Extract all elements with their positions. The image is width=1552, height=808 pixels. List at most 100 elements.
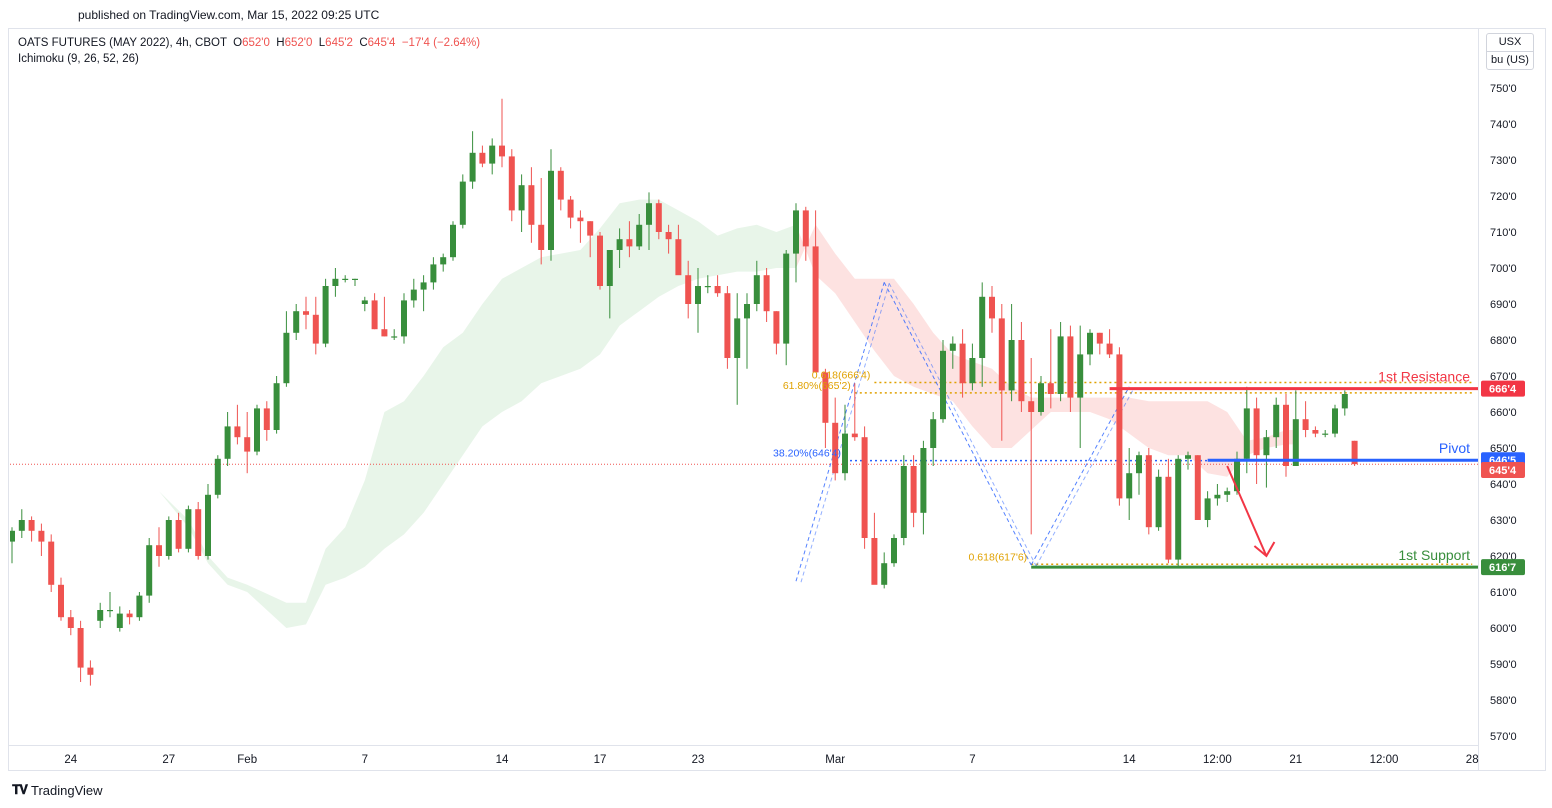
level-label-0: 1st Resistance bbox=[1378, 369, 1470, 385]
chart-frame bbox=[8, 28, 1546, 771]
candle-body-21 bbox=[214, 458, 221, 495]
candle-body-108 bbox=[1067, 336, 1074, 398]
time-tick: 12:00 bbox=[1203, 754, 1232, 766]
candle-body-66 bbox=[655, 203, 662, 232]
time-tick: 7 bbox=[362, 754, 368, 766]
candle-body-94 bbox=[930, 419, 937, 448]
ichimoku-cloud-0 bbox=[12, 199, 796, 628]
level-label-1: Pivot bbox=[1439, 440, 1470, 456]
level-price-badge-0-bg bbox=[1481, 380, 1525, 397]
candle-body-29 bbox=[293, 311, 300, 333]
price-tick: 680'0 bbox=[1490, 335, 1517, 347]
candle-body-33 bbox=[332, 278, 339, 286]
candle-body-24 bbox=[244, 437, 251, 452]
candle-body-112 bbox=[1106, 343, 1113, 355]
candle-body-83 bbox=[822, 372, 829, 423]
price-tick: 690'0 bbox=[1490, 299, 1517, 311]
candle-body-59 bbox=[587, 221, 594, 236]
candle-body-7 bbox=[77, 628, 84, 668]
price-tick: 630'0 bbox=[1490, 515, 1517, 527]
candle-body-89 bbox=[881, 563, 888, 585]
candle-body-67 bbox=[665, 232, 672, 240]
candle-body-119 bbox=[1175, 458, 1182, 560]
candle-body-91 bbox=[900, 466, 907, 538]
level-price-badge-2-bg bbox=[1481, 559, 1525, 576]
candle-body-16 bbox=[165, 520, 172, 556]
candle-body-80 bbox=[793, 210, 799, 254]
candle-body-22 bbox=[224, 426, 231, 459]
candle-body-60 bbox=[597, 235, 603, 286]
level-price-badge-0-text: 666'4 bbox=[1489, 384, 1517, 396]
fib-label-0: 0.618(666'4) bbox=[812, 369, 871, 381]
candle-body-126 bbox=[1243, 408, 1250, 459]
candle-body-98 bbox=[969, 358, 976, 384]
candle-body-5 bbox=[58, 584, 64, 618]
swing-line-2 bbox=[1030, 386, 1130, 566]
candle-body-106 bbox=[1047, 383, 1054, 394]
time-tick: 28 bbox=[1466, 754, 1479, 766]
time-tick: Feb bbox=[237, 754, 257, 766]
candle-body-125 bbox=[1234, 458, 1240, 492]
candle-body-131 bbox=[1292, 419, 1299, 466]
candle-body-63 bbox=[626, 239, 633, 247]
price-tick: 710'0 bbox=[1490, 227, 1517, 239]
candle-body-113 bbox=[1116, 354, 1123, 499]
candle-body-95 bbox=[940, 350, 946, 420]
close-label: C bbox=[359, 37, 368, 49]
time-tick: Mar bbox=[825, 754, 845, 766]
candle-body-79 bbox=[783, 253, 790, 344]
ichimoku-cloud-2 bbox=[815, 224, 1296, 477]
candle-body-87 bbox=[861, 437, 868, 538]
candle-body-0 bbox=[10, 530, 15, 542]
time-tick: 17 bbox=[594, 754, 607, 766]
currency-unit-selector[interactable]: USX bu (US) bbox=[1486, 33, 1534, 70]
level-label-2: 1st Support bbox=[1398, 547, 1470, 563]
high-label: H bbox=[276, 37, 285, 49]
candle-body-116 bbox=[1145, 455, 1152, 528]
candle-body-76 bbox=[753, 275, 760, 304]
time-tick: 7 bbox=[969, 754, 975, 766]
candle-body-53 bbox=[528, 185, 535, 225]
candle-body-23 bbox=[234, 426, 241, 438]
candle-body-111 bbox=[1096, 332, 1103, 344]
tradingview-brand[interactable]: 𝐓𝐕 TradingView bbox=[12, 782, 103, 798]
projection-arrow-head bbox=[1253, 541, 1276, 558]
published-note: published on TradingView.com, Mar 15, 20… bbox=[78, 8, 380, 22]
time-tick: 14 bbox=[496, 754, 509, 766]
candle-body-6 bbox=[67, 617, 74, 628]
price-tick: 610'0 bbox=[1490, 587, 1517, 599]
plot-area: 1st Resistance Pivot 1st Support 0.618(666'… bbox=[10, 98, 1478, 686]
candle-body-135 bbox=[1332, 408, 1338, 434]
time-tick: 23 bbox=[692, 754, 705, 766]
price-tick: 670'0 bbox=[1490, 371, 1517, 383]
candle-body-130 bbox=[1283, 404, 1289, 466]
fib-label-1: 61.80%(665'2) bbox=[783, 380, 851, 392]
candle-body-114 bbox=[1126, 473, 1133, 499]
candle-body-58 bbox=[577, 217, 584, 222]
candle-body-92 bbox=[910, 466, 917, 513]
candle-body-73 bbox=[724, 293, 731, 358]
candle-body-38 bbox=[381, 329, 388, 337]
candle-body-39 bbox=[391, 336, 398, 338]
candle-body-30 bbox=[303, 311, 309, 315]
candle-body-13 bbox=[136, 595, 143, 618]
candle-body-47 bbox=[469, 152, 476, 182]
low-value: 645'2 bbox=[325, 37, 353, 49]
candle-body-2 bbox=[28, 520, 35, 531]
candle-body-65 bbox=[646, 203, 652, 225]
candle-body-9 bbox=[97, 610, 104, 621]
chart-legend: OATS FUTURES (MAY 2022), 4h, CBOT O652'0… bbox=[18, 35, 480, 67]
price-tick: 720'0 bbox=[1490, 191, 1517, 203]
candle-body-104 bbox=[1028, 401, 1035, 412]
indicator-legend[interactable]: Ichimoku (9, 26, 52, 26) bbox=[18, 53, 139, 65]
candle-body-43 bbox=[430, 264, 437, 283]
candle-body-74 bbox=[734, 318, 741, 358]
candle-body-136 bbox=[1341, 394, 1348, 409]
candle-body-49 bbox=[489, 145, 496, 164]
candle-body-46 bbox=[459, 181, 466, 225]
price-tick: 700'0 bbox=[1490, 263, 1517, 275]
price-tick: 660'0 bbox=[1490, 407, 1517, 419]
symbol-legend[interactable]: OATS FUTURES (MAY 2022), 4h, CBOT O652'0… bbox=[18, 35, 480, 51]
time-tick: 12:00 bbox=[1370, 754, 1399, 766]
